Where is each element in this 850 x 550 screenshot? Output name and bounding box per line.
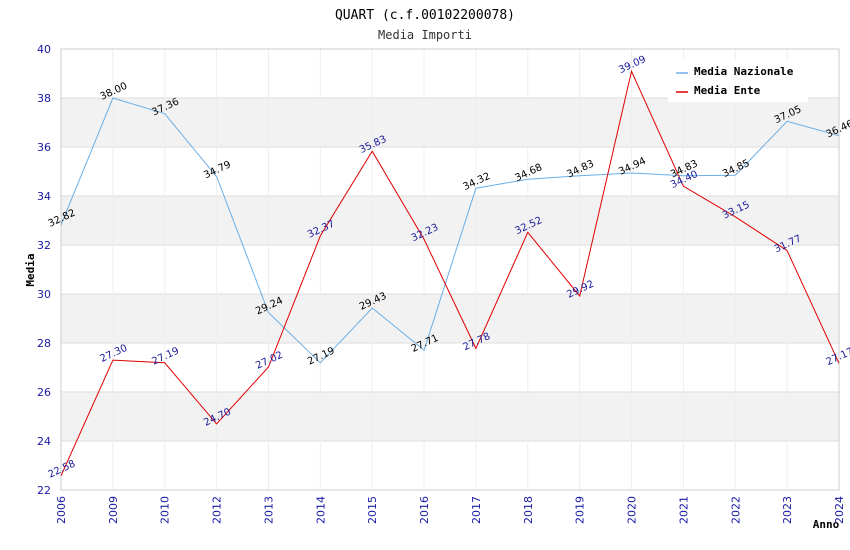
x-axis-label: Anno xyxy=(813,518,840,531)
x-tick-label: 2010 xyxy=(159,496,172,524)
x-tick-label: 2012 xyxy=(211,496,224,524)
grid-band xyxy=(61,98,839,147)
y-axis-label: Media xyxy=(24,253,37,286)
x-tick-label: 2006 xyxy=(55,496,68,524)
x-tick-label: 2013 xyxy=(262,496,275,524)
y-tick-label: 30 xyxy=(37,288,51,301)
grid-band xyxy=(61,294,839,343)
data-label: 34.85 xyxy=(721,158,752,180)
x-tick-label: 2017 xyxy=(470,496,483,524)
x-tick-label: 2021 xyxy=(677,496,690,524)
data-label: 27.19 xyxy=(306,345,337,367)
data-label: 22.58 xyxy=(47,458,78,480)
x-tick-label: 2009 xyxy=(107,496,120,524)
y-tick-label: 34 xyxy=(37,190,51,203)
x-tick-labels: 2006 2009 2010 2012 2013 2014 2015 2016 2017 2018… xyxy=(55,496,846,524)
legend: Media Nazionale Media Ente xyxy=(668,60,808,102)
x-tick-label: 2023 xyxy=(781,496,794,524)
series-lines xyxy=(60,69,840,477)
series-line-media-nazionale xyxy=(60,97,840,364)
x-tick-label: 2020 xyxy=(626,496,639,524)
grid-band xyxy=(61,196,839,245)
data-label: 27.17 xyxy=(825,346,850,368)
x-tick-label: 2015 xyxy=(366,496,379,524)
chart-title: QUART (c.f.00102200078) xyxy=(335,8,515,23)
y-tick-label: 36 xyxy=(37,141,51,154)
chart-subtitle: Media Importi xyxy=(378,28,472,42)
data-label: 34.94 xyxy=(617,156,648,178)
x-tick-label: 2019 xyxy=(574,496,587,524)
grid-band xyxy=(61,392,839,441)
data-label: 34.83 xyxy=(565,158,596,180)
series-line-media-ente xyxy=(60,69,840,477)
y-tick-label: 24 xyxy=(37,435,51,448)
plot-frame xyxy=(60,48,840,491)
y-tick-labels: 22 24 26 28 30 32 34 36 38 40 xyxy=(37,43,51,497)
data-label: 27.02 xyxy=(254,350,285,372)
data-label: 27.30 xyxy=(99,343,130,365)
x-tick-label: 2022 xyxy=(729,496,742,524)
x-tick-label: 2024 xyxy=(833,496,846,524)
y-tick-label: 26 xyxy=(37,386,51,399)
legend-label-media-nazionale: Media Nazionale xyxy=(694,65,794,78)
x-tick-label: 2014 xyxy=(314,496,327,524)
legend-label-media-ente: Media Ente xyxy=(694,84,761,97)
y-tick-label: 40 xyxy=(37,43,51,56)
y-tick-label: 38 xyxy=(37,92,51,105)
data-label: 34.32 xyxy=(462,171,493,193)
x-tick-label: 2016 xyxy=(418,496,431,524)
y-tick-label: 28 xyxy=(37,337,51,350)
data-label: 34.68 xyxy=(513,162,544,184)
x-tick-label: 2018 xyxy=(522,496,535,524)
background-bands xyxy=(61,98,839,441)
y-tick-label: 22 xyxy=(37,484,51,497)
y-tick-label: 32 xyxy=(37,239,51,252)
legend-box xyxy=(668,60,808,102)
